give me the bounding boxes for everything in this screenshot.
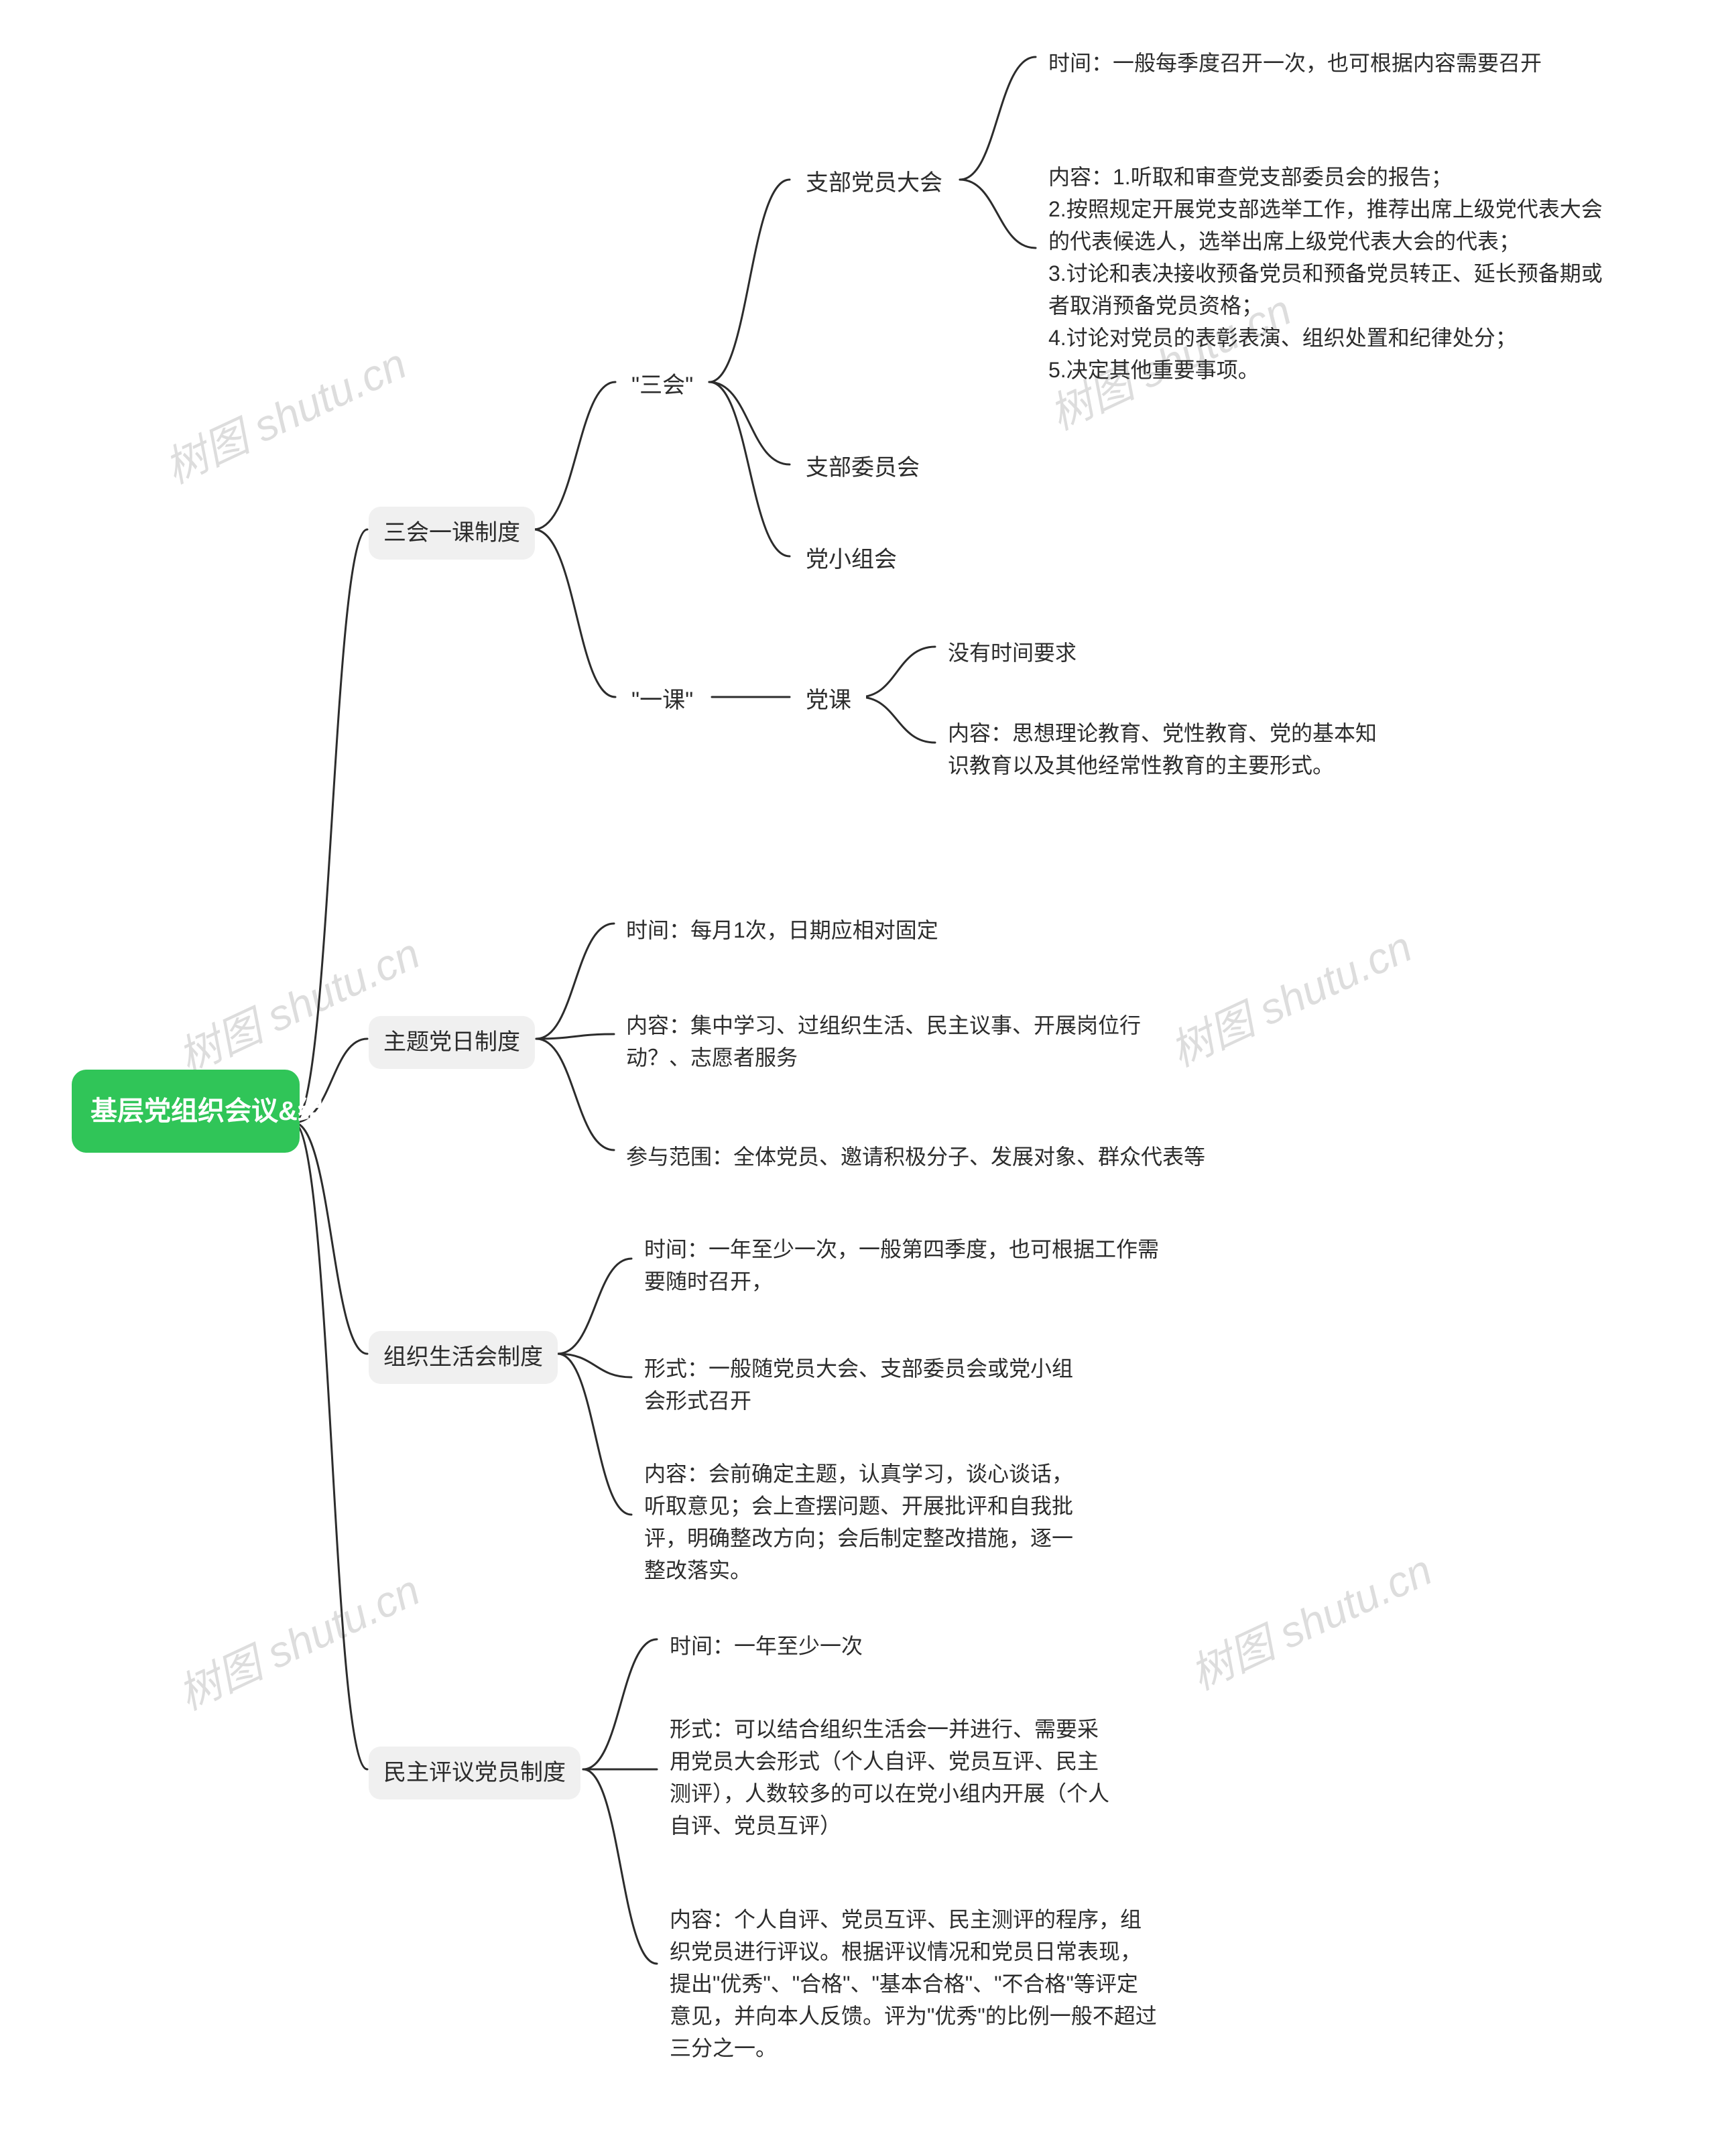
node-zhibu-weiyuanhui: 支部委员会 xyxy=(791,442,934,495)
node-dangxiaozu: 党小组会 xyxy=(791,533,912,586)
leaf-zuzhi-form: 形式：一般随党员大会、支部委员会或党小组会形式召开 xyxy=(633,1346,1103,1423)
leaf-minzhu-time: 时间：一年至少一次 xyxy=(659,1623,873,1669)
node-zhuti-dangri: 主题党日制度 xyxy=(369,1016,535,1069)
node-sanhui: "三会" xyxy=(617,359,708,412)
leaf-minzhu-form: 形式：可以结合组织生活会一并进行、需要采用党员大会形式（个人自评、党员互评、民主… xyxy=(659,1706,1128,1848)
watermark: 树图 shutu.cn xyxy=(1159,913,1420,1078)
leaf-zuzhi-content: 内容：会前确定主题，认真学习，谈心谈话，听取意见；会上查摆问题、开展批评和自我批… xyxy=(633,1451,1089,1593)
leaf-zuzhi-time: 时间：一年至少一次，一般第四季度，也可根据工作需要随时召开， xyxy=(633,1226,1183,1304)
node-yike: "一课" xyxy=(617,674,708,727)
watermark: 树图 shutu.cn xyxy=(154,330,415,495)
leaf-zbdy-time: 时间：一般每季度召开一次，也可根据内容需要召开 xyxy=(1038,40,1552,86)
node-sanhuiyike: 三会一课制度 xyxy=(369,507,535,560)
node-minzhu-pingyi: 民主评议党员制度 xyxy=(369,1747,580,1799)
watermark: 树图 shutu.cn xyxy=(1179,1536,1441,1702)
leaf-dangke-time: 没有时间要求 xyxy=(937,630,1087,676)
node-zuzhi-shenghuohu: 组织生活会制度 xyxy=(369,1331,558,1384)
leaf-zbdy-content: 内容：1.听取和审查党支部委员会的报告； 2.按照规定开展党支部选举工作，推荐出… xyxy=(1038,154,1614,393)
leaf-minzhu-content: 内容：个人自评、党员互评、民主测评的程序，组织党员进行评议。根据评议情况和党员日… xyxy=(659,1897,1168,2071)
node-zhibu-dangyuan: 支部党员大会 xyxy=(791,157,957,210)
leaf-dangke-content: 内容：思想理论教育、党性教育、党的基本知识教育以及其他经常性教育的主要形式。 xyxy=(937,710,1406,788)
watermark: 树图 shutu.cn xyxy=(167,1556,428,1722)
node-dangke: 党课 xyxy=(791,674,866,727)
leaf-zhuti-content: 内容：集中学习、过组织生活、民主议事、开展岗位行动？、志愿者服务 xyxy=(615,1003,1192,1080)
leaf-zhuti-scope: 参与范围：全体党员、邀请积极分子、发展对象、群众代表等 xyxy=(615,1134,1216,1180)
root-node: 基层党组织会议&组织生活制度 xyxy=(72,1070,300,1153)
leaf-zhuti-time: 时间：每月1次，日期应相对固定 xyxy=(615,907,949,953)
